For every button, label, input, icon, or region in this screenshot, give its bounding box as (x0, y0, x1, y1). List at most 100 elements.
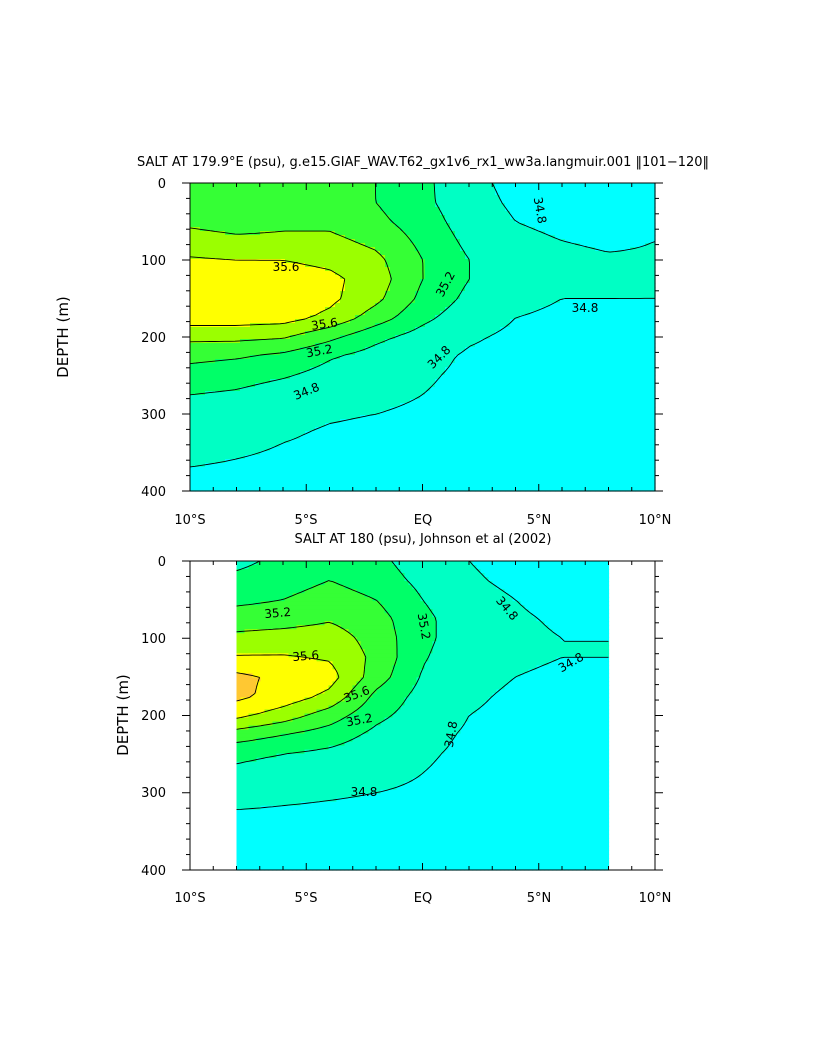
salinity-cell (325, 291, 331, 296)
salinity-cell (270, 367, 276, 372)
salinity-cell (385, 267, 391, 272)
salinity-cell (415, 295, 421, 300)
salinity-cell (335, 195, 341, 200)
salinity-cell (610, 251, 616, 256)
salinity-cell (515, 371, 521, 376)
salinity-cell (555, 303, 561, 308)
salinity-cell (445, 219, 451, 224)
salinity-cell (355, 363, 361, 368)
salinity-cell (240, 239, 246, 244)
salinity-cell (650, 375, 656, 380)
salinity-cell (575, 227, 581, 232)
salinity-cell (570, 219, 576, 224)
salinity-cell (445, 299, 451, 304)
salinity-cell (600, 203, 606, 208)
salinity-cell (265, 291, 271, 296)
salinity-cell (265, 395, 271, 400)
salinity-cell (520, 327, 526, 332)
salinity-cell (345, 259, 351, 264)
salinity-cell (210, 355, 216, 360)
salinity-cell (215, 383, 221, 388)
salinity-cell (535, 223, 541, 228)
salinity-cell (590, 207, 596, 212)
salinity-cell (470, 299, 476, 304)
salinity-cell (440, 215, 446, 220)
salinity-cell (520, 243, 526, 248)
salinity-cell (545, 203, 551, 208)
salinity-cell (495, 267, 501, 272)
salinity-cell (255, 183, 261, 188)
salinity-cell (315, 207, 321, 212)
salinity-cell (640, 363, 646, 368)
salinity-cell (445, 191, 451, 196)
salinity-cell (365, 351, 371, 356)
salinity-cell (440, 367, 446, 372)
salinity-cell (490, 187, 496, 192)
salinity-cell (260, 303, 266, 308)
salinity-cell (620, 363, 626, 368)
salinity-cell (365, 311, 371, 316)
salinity-cell (245, 343, 251, 348)
salinity-cell (260, 359, 266, 364)
salinity-cell (340, 303, 346, 308)
salinity-cell (290, 227, 296, 232)
salinity-cell (500, 255, 506, 260)
salinity-cell (260, 299, 266, 304)
salinity-cell (195, 335, 201, 340)
salinity-cell (225, 383, 231, 388)
salinity-cell (385, 307, 391, 312)
salinity-cell (650, 287, 656, 292)
salinity-cell (390, 315, 396, 320)
salinity-cell (520, 239, 526, 244)
salinity-cell (630, 275, 636, 280)
salinity-cell (255, 283, 261, 288)
salinity-cell (365, 191, 371, 196)
salinity-cell (295, 383, 301, 388)
salinity-cell (380, 203, 386, 208)
salinity-cell (410, 251, 416, 256)
salinity-cell (535, 219, 541, 224)
salinity-cell (220, 343, 226, 348)
salinity-cell (635, 383, 641, 388)
salinity-cell (455, 267, 461, 272)
salinity-cell (440, 391, 446, 396)
salinity-cell (275, 207, 281, 212)
salinity-cell (510, 363, 516, 368)
salinity-cell (435, 383, 441, 388)
salinity-cell (250, 355, 256, 360)
salinity-cell (270, 243, 276, 248)
salinity-cell (360, 303, 366, 308)
salinity-cell (555, 211, 561, 216)
salinity-cell (630, 231, 636, 236)
salinity-cell (455, 283, 461, 288)
salinity-cell (240, 347, 246, 352)
salinity-cell (455, 335, 461, 340)
salinity-cell (395, 367, 401, 372)
salinity-cell (315, 279, 321, 284)
salinity-cell (205, 367, 211, 372)
salinity-cell (605, 247, 611, 252)
salinity-cell (525, 275, 531, 280)
salinity-cell (640, 295, 646, 300)
salinity-cell (330, 231, 336, 236)
salinity-cell (225, 343, 231, 348)
salinity-cell (610, 219, 616, 224)
salinity-cell (610, 255, 616, 260)
salinity-cell (480, 383, 486, 388)
salinity-cell (625, 279, 631, 284)
salinity-cell (650, 187, 656, 192)
salinity-cell (490, 251, 496, 256)
salinity-cell (365, 295, 371, 300)
salinity-cell (295, 199, 301, 204)
salinity-cell (420, 295, 426, 300)
salinity-cell (355, 183, 361, 188)
salinity-cell (615, 183, 621, 188)
salinity-cell (335, 315, 341, 320)
salinity-cell (215, 319, 221, 324)
salinity-cell (540, 283, 546, 288)
salinity-cell (645, 343, 651, 348)
salinity-cell (520, 383, 526, 388)
salinity-cell (330, 187, 336, 192)
salinity-cell (300, 315, 306, 320)
salinity-cell (640, 211, 646, 216)
